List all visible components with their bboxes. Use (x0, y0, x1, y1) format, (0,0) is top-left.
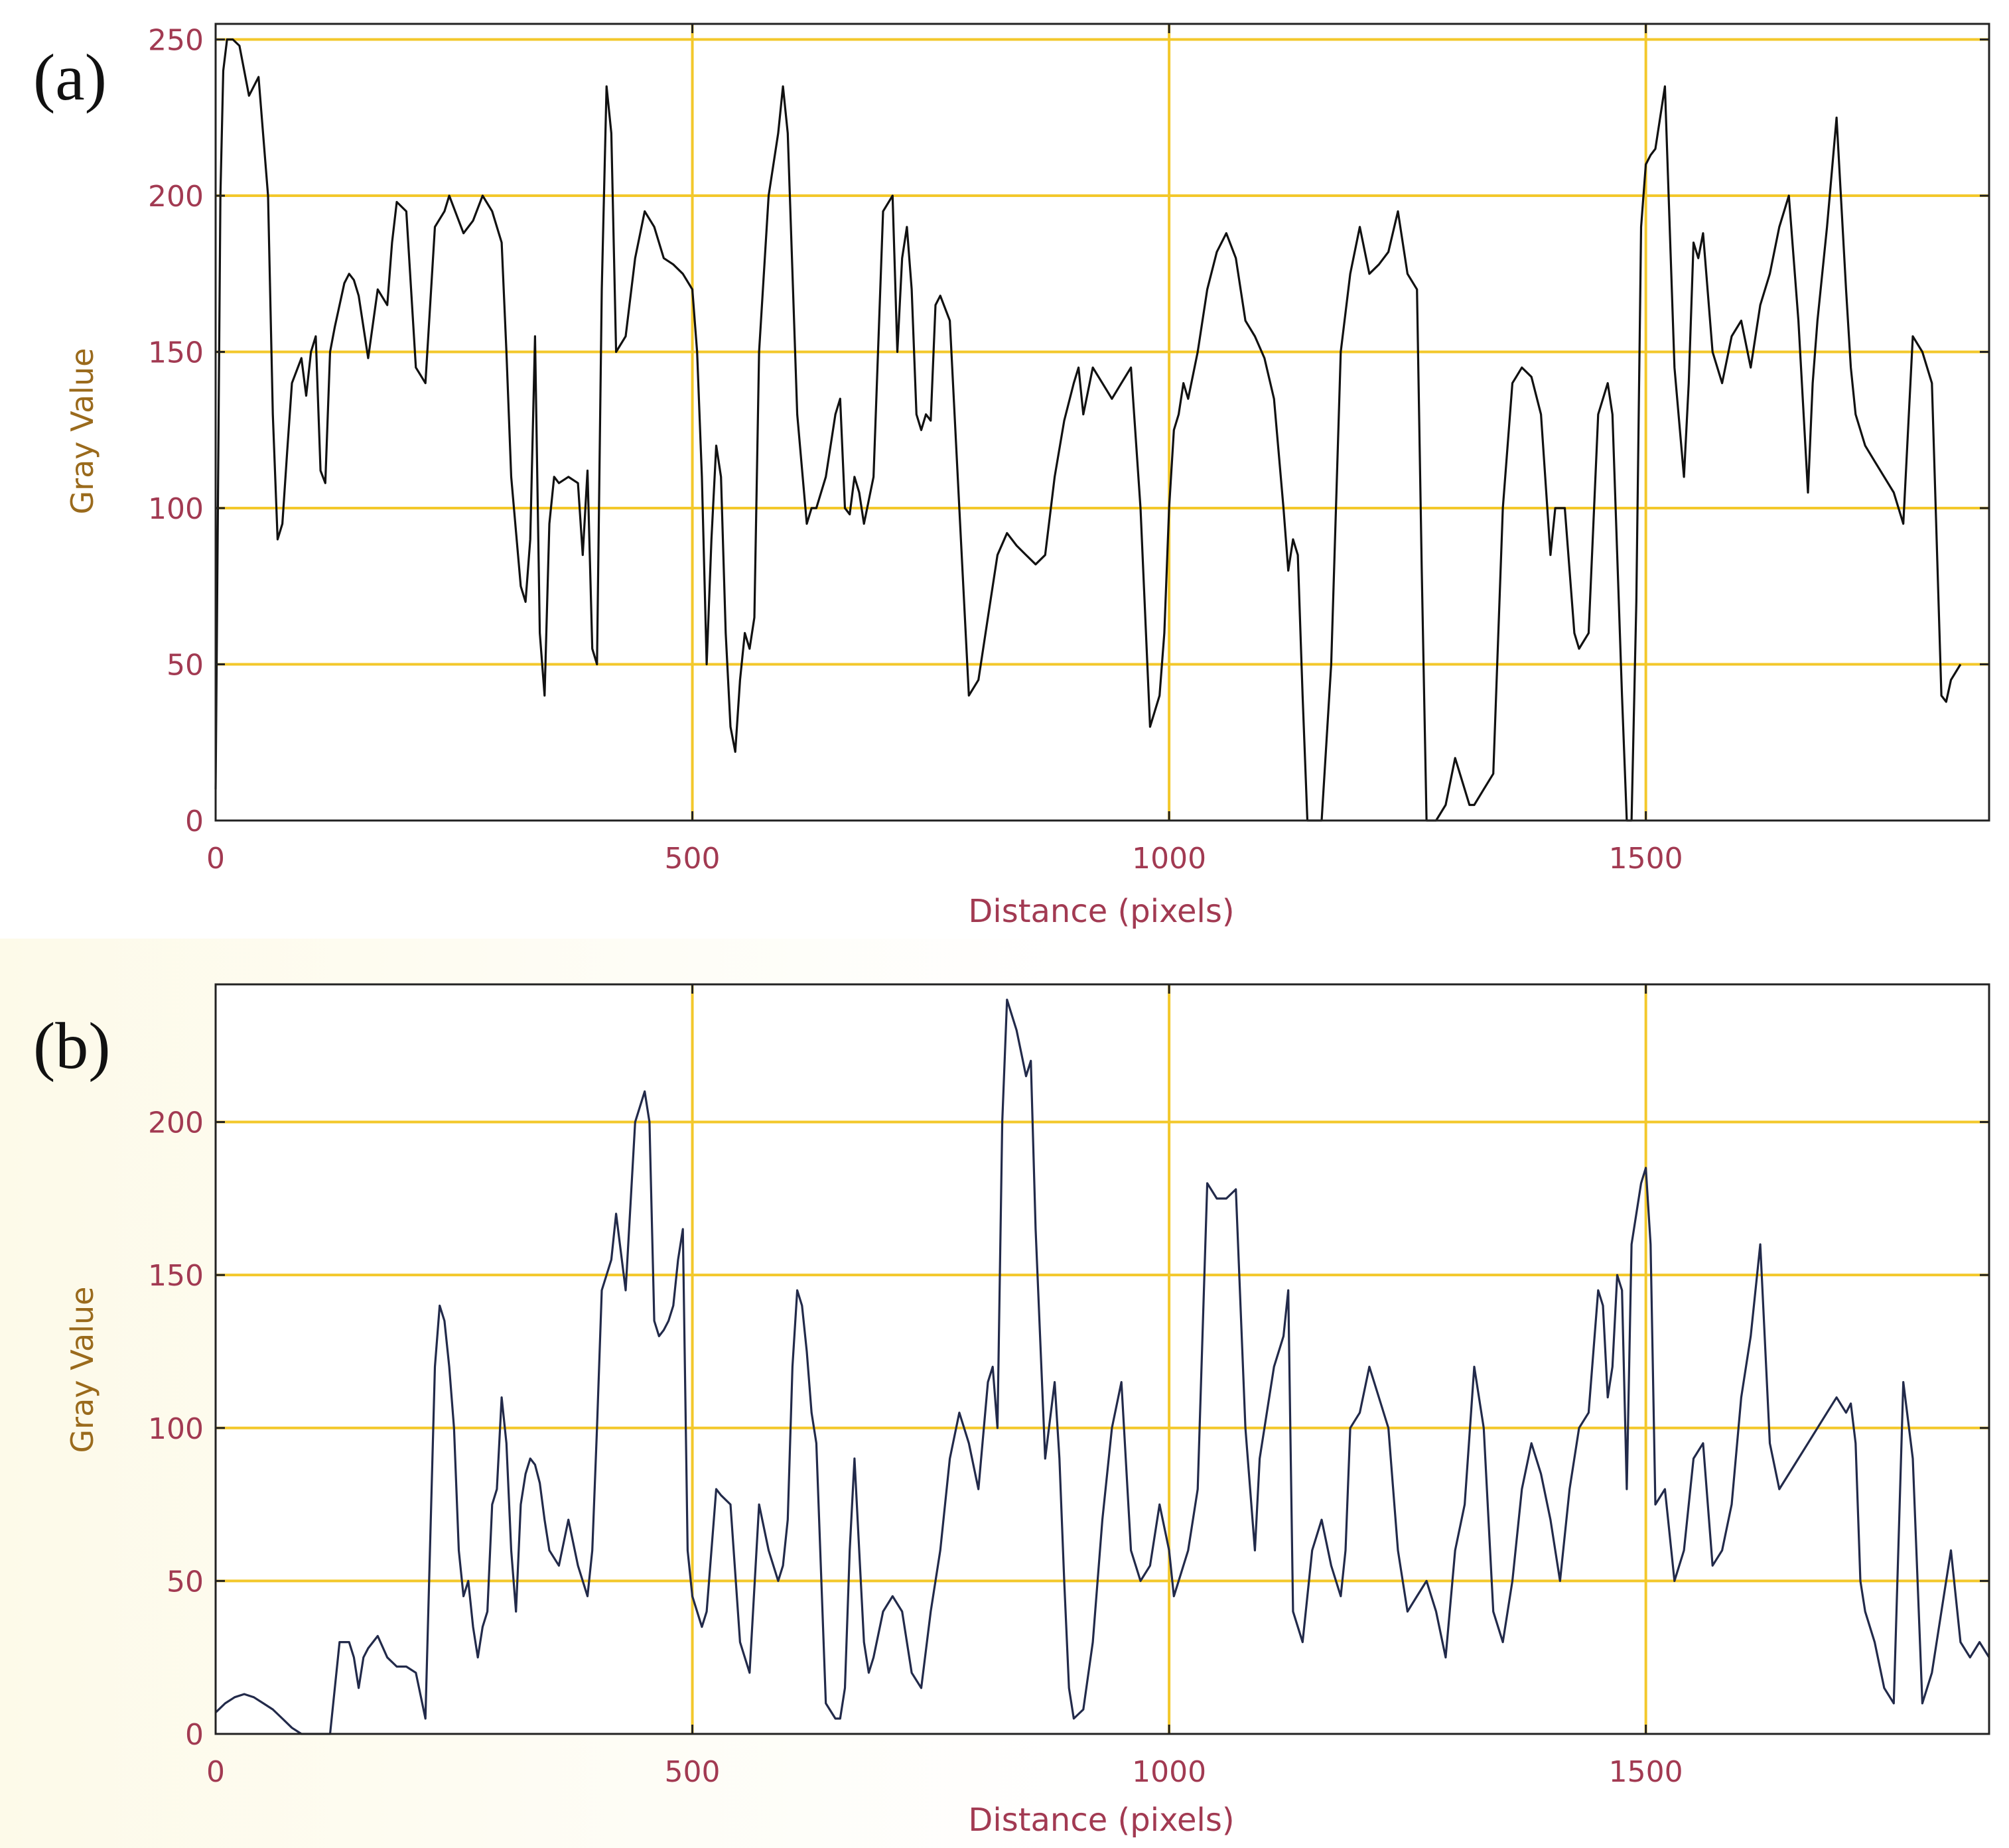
y-tick-label: 50 (167, 649, 204, 683)
panel-label: (b) (33, 1009, 111, 1083)
y-tick-label: 100 (148, 1412, 204, 1446)
plot-area (216, 24, 1989, 821)
chart-panel-b: 0 50 100 150 200 0 500 1000 1500 Distance (pixels… (33, 983, 1990, 1839)
chart-panel-a: 0 50 100 150 200 250 0 500 1000 1500 Distance (pix… (33, 23, 1990, 930)
y-tick-label: 200 (148, 1106, 204, 1140)
y-tick-label: 150 (148, 1259, 204, 1293)
x-tick-label: 0 (206, 1755, 225, 1789)
series-line-1 (214, 38, 1962, 822)
plot-frame (214, 983, 1990, 1735)
x-tick-label: 500 (665, 842, 721, 876)
x-tick-label: 0 (206, 842, 225, 876)
y-tick-label: 250 (148, 24, 204, 58)
x-tick-label: 1000 (1132, 1755, 1206, 1789)
x-axis-label: Distance (pixels) (968, 1802, 1234, 1839)
plot-frame (214, 23, 1990, 822)
panel-label: (a) (33, 40, 107, 114)
x-tick-label: 1500 (1609, 842, 1683, 876)
y-tick-label: 0 (185, 805, 204, 838)
plot-area (216, 984, 1989, 1734)
y-axis-label: Gray Value (64, 1287, 100, 1453)
x-tick-label: 1500 (1609, 1755, 1683, 1789)
series-line-1 (214, 998, 1990, 1735)
x-tick-label: 1000 (1132, 842, 1206, 876)
y-tick-label: 200 (148, 180, 204, 214)
y-tick-label: 150 (148, 336, 204, 370)
x-tick-label: 500 (665, 1755, 721, 1789)
y-axis-label: Gray Value (64, 348, 100, 515)
y-tick-label: 100 (148, 492, 204, 526)
y-tick-label: 0 (185, 1718, 204, 1752)
y-tick-label: 50 (167, 1565, 204, 1599)
x-axis-label: Distance (pixels) (968, 893, 1234, 930)
